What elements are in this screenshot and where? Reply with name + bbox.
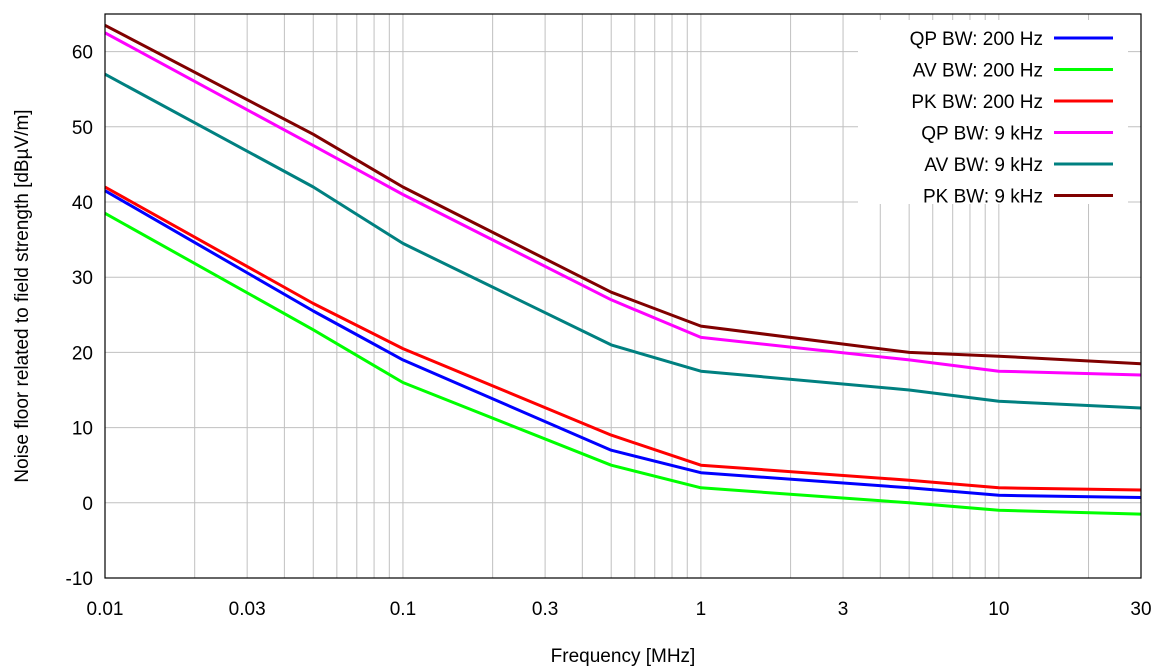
series-line-5 <box>104 72 1142 410</box>
series-layer <box>104 23 1142 516</box>
x-axis: 0.01 0.03 0.1 0.3 1 3 10 30 <box>87 599 1152 620</box>
series-line-3 <box>104 185 1142 492</box>
legend-label: QP BW: 9 kHz <box>921 124 1043 145</box>
legend-label: QP BW: 200 Hz <box>910 29 1043 50</box>
y-axis: -10 0 10 20 30 40 50 60 <box>66 43 93 590</box>
x-axis-label: Frequency [MHz] <box>551 646 696 667</box>
y-tick-label: 20 <box>72 343 93 364</box>
x-tick-label: 0.3 <box>532 599 558 620</box>
x-tick-label: 30 <box>1130 599 1151 620</box>
y-tick-label: 0 <box>82 494 93 515</box>
series-line-6 <box>104 23 1142 366</box>
y-tick-label: 60 <box>72 43 93 64</box>
y-tick-label: 30 <box>72 268 93 289</box>
y-tick-label: 40 <box>72 193 93 214</box>
legend: QP BW: 200 Hz AV BW: 200 Hz PK BW: 200 Hz Q… <box>858 20 1128 208</box>
legend-label: PK BW: 9 kHz <box>923 187 1043 208</box>
legend-label: AV BW: 9 kHz <box>924 155 1043 176</box>
plot-frame <box>104 13 1142 579</box>
legend-label: AV BW: 200 Hz <box>913 61 1043 82</box>
series-line-2 <box>104 211 1142 516</box>
legend-background <box>858 20 1128 204</box>
y-axis-label: Noise floor related to field strength [d… <box>12 109 33 482</box>
x-tick-label: 0.01 <box>87 599 124 620</box>
x-tick-label: 1 <box>696 599 707 620</box>
x-tick-label: 0.1 <box>390 599 416 620</box>
series-line-4 <box>104 31 1142 377</box>
x-tick-label: 0.03 <box>229 599 266 620</box>
y-tick-label: 10 <box>72 419 93 440</box>
legend-label: PK BW: 200 Hz <box>911 92 1043 113</box>
x-tick-label: 10 <box>988 599 1009 620</box>
y-tick-label: -10 <box>66 569 93 590</box>
y-tick-label: 50 <box>72 118 93 139</box>
series-line-1 <box>104 189 1142 499</box>
x-tick-label: 3 <box>838 599 849 620</box>
